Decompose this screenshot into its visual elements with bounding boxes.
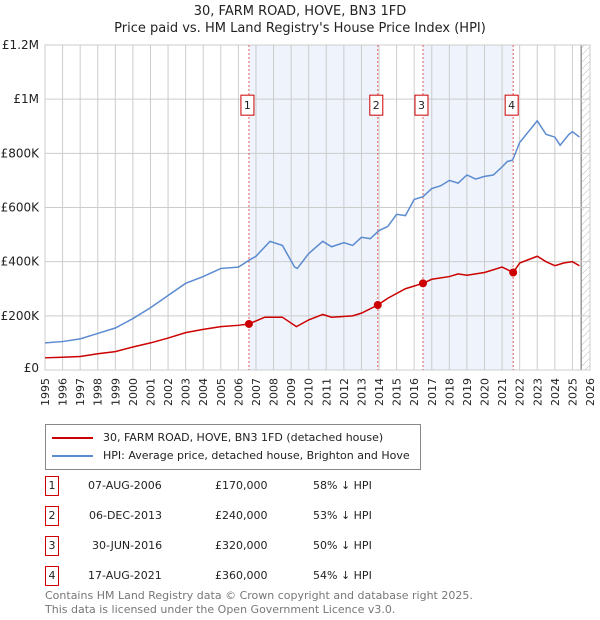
y-tick-label: £1M [13,92,39,106]
legend-item-price: 30, FARM ROAD, HOVE, BN3 1FD (detached h… [52,429,410,447]
marker-label-box [369,94,384,116]
transaction-number: 1 [45,476,59,496]
transaction-row: 3 30-JUN-2016 £320,000 50% ↓ HPI [45,536,445,556]
series-line-hpi [44,119,580,344]
marker-label-box [240,94,255,116]
x-tick-label: 2006 [232,378,245,406]
sale-point [509,268,518,277]
legend-swatch-hpi [52,455,93,457]
marker-label-box [504,94,519,116]
x-tick-label: 2016 [408,378,421,406]
x-tick-label: 2000 [127,378,140,406]
x-tick-label: 2017 [426,378,439,406]
x-tick-label: 2018 [443,378,456,406]
marker-label: 2 [373,99,380,112]
x-tick-label: 2024 [549,378,562,406]
footer-licence: This data is licensed under the Open Gov… [45,603,396,616]
transaction-date: 17-AUG-2021 [88,569,162,582]
transaction-price: £320,000 [215,539,268,552]
x-tick-label: 2015 [391,378,404,406]
x-tick-label: 2020 [479,378,492,406]
transaction-number: 2 [45,506,59,526]
legend-swatch-price [52,437,93,439]
transaction-hpi-diff: 53% ↓ HPI [313,509,372,522]
marker-label: 1 [244,99,251,112]
y-tick-label: £200K [1,309,41,323]
x-tick-label: 1996 [57,378,70,406]
transaction-hpi-diff: 50% ↓ HPI [313,539,372,552]
x-tick-label: 2014 [373,378,386,406]
chart-subtitle: Price paid vs. HM Land Registry's House … [114,21,486,36]
transaction-row: 2 06-DEC-2013 £240,000 53% ↓ HPI [45,506,445,526]
transaction-date: 30-JUN-2016 [92,539,163,552]
y-tick-label: £800K [1,146,41,160]
transaction-price: £240,000 [215,509,268,522]
y-tick-label: £400K [1,255,41,269]
x-tick-label: 2003 [180,378,193,406]
x-tick-label: 2007 [250,378,263,406]
marker-label: 3 [418,99,425,112]
x-tick-label: 2022 [514,378,527,406]
sale-point [373,301,382,309]
transaction-number: 3 [45,536,59,556]
x-tick-label: 1999 [109,378,122,406]
marker-label: 4 [508,99,515,112]
x-tick-label: 1997 [74,378,87,406]
x-tick-label: 1995 [39,378,52,406]
legend-label-price: 30, FARM ROAD, HOVE, BN3 1FD (detached h… [103,431,384,444]
x-tick-label: 2021 [496,378,509,406]
sale-point [244,319,253,328]
x-tick-label: 2013 [355,378,368,406]
legend-item-hpi: HPI: Average price, detached house, Brig… [52,447,410,465]
y-tick-label: £0 [24,361,39,375]
x-tick-label: 2025 [566,378,579,406]
x-tick-label: 2019 [461,378,474,406]
x-tick-label: 2002 [162,378,175,406]
price-chart: 1995 1996 1997 1998 1999 2000 2001 2002 2003 2004… [1,38,597,406]
transaction-date: 07-AUG-2006 [88,479,162,492]
chart-title: 30, FARM ROAD, HOVE, BN3 1FD [193,4,407,19]
transaction-hpi-diff: 58% ↓ HPI [313,479,372,492]
x-tick-label: 2011 [320,378,333,406]
x-tick-label: 2008 [268,378,281,406]
legend: 30, FARM ROAD, HOVE, BN3 1FD (detached h… [45,424,421,470]
y-tick-label: £1.2M [2,38,39,52]
plot-border [44,44,591,371]
transaction-price: £170,000 [215,479,268,492]
series-line-price [44,255,580,359]
legend-label-hpi: HPI: Average price, detached house, Brig… [103,449,410,462]
footer-copyright: Contains HM Land Registry data © Crown c… [45,589,473,602]
marker-label-box [414,94,429,116]
x-tick-label: 2010 [303,378,316,406]
x-tick-label: 2001 [144,378,157,406]
y-tick-label: £600K [1,201,41,215]
transaction-row: 4 17-AUG-2021 £360,000 54% ↓ HPI [45,566,445,586]
transaction-date: 06-DEC-2013 [89,509,163,522]
x-tick-label: 2026 [584,378,597,406]
transaction-row: 1 07-AUG-2006 £170,000 58% ↓ HPI [45,476,445,496]
x-tick-label: 1998 [92,378,105,406]
x-tick-label: 2005 [215,378,228,406]
transaction-number: 4 [45,566,59,586]
x-tick-label: 2009 [285,378,298,406]
transaction-hpi-diff: 54% ↓ HPI [313,569,372,582]
transaction-price: £360,000 [215,569,268,582]
sale-point [418,279,427,288]
x-tick-label: 2023 [531,378,544,406]
x-tick-label: 2004 [197,378,210,406]
x-tick-label: 2012 [338,378,351,406]
